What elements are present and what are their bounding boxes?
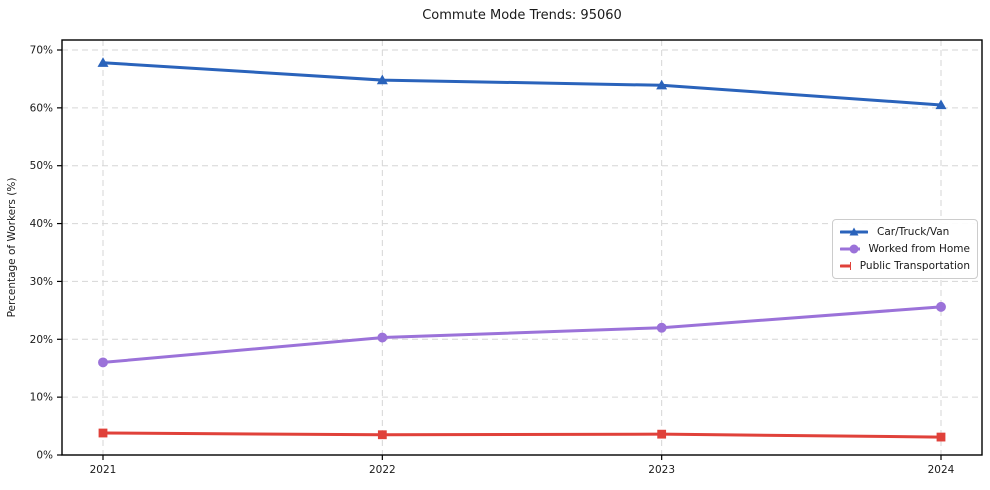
data-point-marker-triangle xyxy=(656,79,668,90)
legend-marker-triangle-up-icon xyxy=(840,227,868,236)
data-point-marker-square xyxy=(377,430,387,440)
y-tick-label: 10% xyxy=(30,392,53,404)
y-tick-label: 20% xyxy=(30,334,53,346)
legend-item: Public Transportation xyxy=(840,260,970,272)
plot-border xyxy=(61,39,983,456)
data-point-marker-circle xyxy=(377,332,388,343)
y-tick-label: 50% xyxy=(30,160,53,172)
legend-label: Car/Truck/Van xyxy=(877,225,950,238)
legend-item: Car/Truck/Van xyxy=(840,226,970,238)
data-point-marker-triangle xyxy=(97,57,109,67)
data-point-marker-triangle xyxy=(376,74,388,85)
x-tick-label: 2021 xyxy=(90,464,117,476)
legend-label: Worked from Home xyxy=(868,242,970,255)
legend-marker-square-icon xyxy=(840,262,851,271)
chart-title: Commute Mode Trends: 95060 xyxy=(422,8,622,23)
y-tick-label: 30% xyxy=(30,276,53,288)
series-line-public-transportation xyxy=(101,431,943,439)
data-point-marker-circle xyxy=(98,357,108,368)
y-axis-label: Percentage of Workers (%) xyxy=(6,178,18,318)
data-point-marker-square xyxy=(98,428,108,438)
legend-item: Worked from Home xyxy=(840,243,970,255)
data-point-marker-circle xyxy=(936,301,946,312)
data-point-marker-square xyxy=(657,429,667,439)
legend-label: Public Transportation xyxy=(859,260,970,273)
x-tick-label: 2023 xyxy=(648,464,675,476)
y-tick-label: 40% xyxy=(30,218,53,230)
series-line-worked-from-home xyxy=(101,305,943,364)
series-line-car-truck-van xyxy=(101,61,943,107)
y-tick-label: 0% xyxy=(36,450,53,462)
y-tick-label: 70% xyxy=(30,45,53,57)
data-point-marker-triangle xyxy=(935,99,947,110)
data-point-marker-circle xyxy=(656,322,667,333)
legend-marker-circle-icon xyxy=(840,244,860,254)
y-tick-label: 60% xyxy=(30,102,53,114)
x-tick-label: 2024 xyxy=(928,464,955,476)
chart-legend: Car/Truck/Van Worked from Home Public Tran… xyxy=(832,219,978,279)
x-tick-label: 2022 xyxy=(369,464,396,476)
data-point-marker-square xyxy=(936,432,946,442)
